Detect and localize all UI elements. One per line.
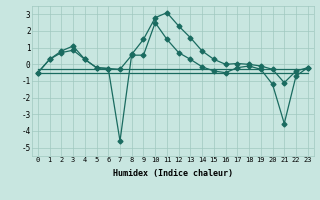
X-axis label: Humidex (Indice chaleur): Humidex (Indice chaleur) — [113, 169, 233, 178]
